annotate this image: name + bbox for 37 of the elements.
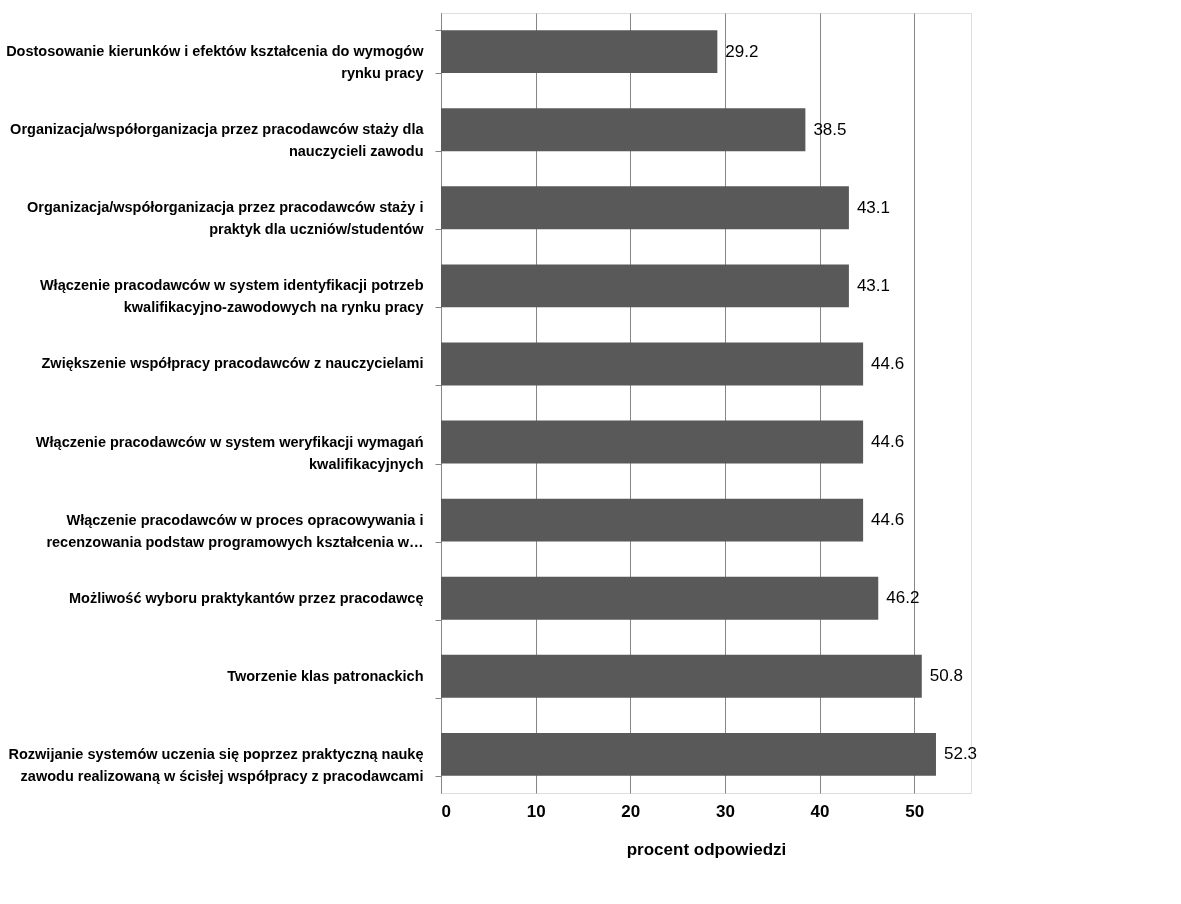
data-label: 50.8	[929, 666, 963, 686]
y-tick-label: Dostosowanie kierunków i efektów kształcenia do wymogów rynku pracy	[6, 43, 425, 82]
y-tick-label: Zwiększenie współpracy pracodawców z nauczycielami	[41, 355, 424, 372]
data-label: 44.6	[871, 510, 905, 530]
bar	[441, 264, 849, 308]
bar	[441, 342, 864, 386]
y-tick-label: Włączenie pracodawców w system identyfikacji potrzeb kwalifikacyjno-zawodowych na rynku pracy	[39, 277, 424, 316]
bar	[441, 498, 864, 542]
data-label: 43.1	[856, 197, 890, 217]
y-tick-label: Tworzenie klas patronackich	[227, 667, 424, 684]
x-tick-label: 40	[810, 801, 830, 821]
data-label: 44.6	[871, 432, 905, 452]
bar	[441, 186, 849, 230]
data-label: 46.2	[886, 588, 920, 608]
x-tick-label: 20	[621, 801, 641, 821]
bar	[441, 108, 806, 152]
bar	[441, 732, 936, 776]
data-label: 38.5	[813, 119, 847, 139]
y-tick-label: Możliwość wyboru praktykantów przez pracodawcę	[68, 589, 424, 606]
data-label: 52.3	[943, 744, 978, 764]
data-label: 29.2	[725, 41, 759, 61]
y-tick-label: Rozwijanie systemów uczenia się poprzez praktyczną naukę zawodu realizowaną w ścisłej współpracy z pracodawcami	[8, 745, 424, 784]
bar	[441, 576, 879, 620]
y-tick-label: Organizacja/współorganizacja przez pracodawców staży i praktyk dla uczniów/studentów	[27, 199, 425, 238]
x-tick-label: 10	[526, 801, 546, 821]
x-axis-title: procent odpowiedzi	[626, 839, 787, 859]
data-label: 43.1	[856, 275, 890, 295]
x-tick-label: 50	[905, 801, 925, 821]
y-tick-label: Włączenie pracodawców w proces opracowywania i recenzowania podstaw programowych kształcenia w…	[46, 511, 424, 550]
bar	[441, 30, 718, 74]
data-label: 44.6	[871, 353, 905, 373]
x-tick-label: 0	[441, 801, 451, 821]
y-tick-label: Włączenie pracodawców w system weryfikacji wymagań kwalifikacyjnych	[35, 433, 424, 472]
x-tick-label: 30	[715, 801, 735, 821]
bar	[441, 654, 922, 698]
bar	[441, 420, 864, 464]
y-tick-label: Organizacja/współorganizacja przez pracodawców staży dla nauczycieli zawodu	[10, 121, 425, 160]
